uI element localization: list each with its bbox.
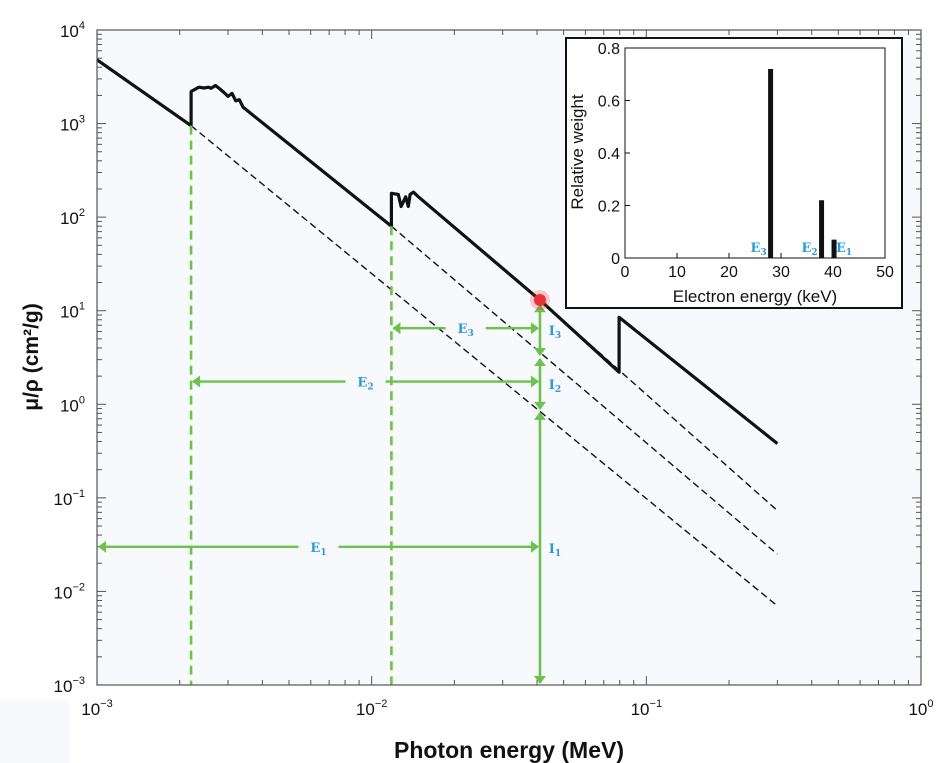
bottom-left-patch	[0, 700, 70, 763]
main-axis-ticks	[96, 30, 921, 686]
inset-x-tick-label: 30	[772, 264, 790, 281]
x-tick-label: 10−1	[631, 698, 662, 719]
photon-energy-marker	[533, 294, 546, 307]
I1-label: I1	[549, 542, 561, 559]
main-axis-labels: 10−3 10−2 10−1 10010−310−210−11001011021031…	[54, 20, 934, 719]
dashed-extrapolation-line-1	[190, 125, 778, 607]
inset-x-tick-label: 50	[876, 264, 894, 281]
I1-arrow-head	[533, 411, 546, 420]
E1-arrow-head	[98, 540, 106, 553]
I2-arrow-head	[533, 358, 546, 367]
x-tick-label: 10−2	[356, 698, 387, 719]
inset-x-tick-label: 10	[668, 264, 686, 281]
inset-box	[565, 37, 903, 309]
x-tick-label: 10−3	[81, 698, 112, 719]
y-tick-label: 102	[60, 207, 85, 228]
inset-x-axis-title: Electron energy (keV)	[673, 287, 837, 306]
y-tick-label: 10−2	[54, 581, 85, 602]
I2-arrow-head	[533, 401, 546, 410]
I3-arrow-head	[533, 348, 546, 357]
E3-arrow-head	[530, 322, 539, 335]
E1-arrow-head	[530, 540, 539, 553]
inset-y-tick-label: 0.4	[598, 146, 620, 163]
inset-plot-frame	[624, 47, 886, 259]
x-axis-title: Photon energy (MeV)	[394, 737, 624, 763]
E3-label: E3	[458, 322, 474, 339]
inset-y-tick-label: 0.6	[598, 94, 620, 111]
y-tick-label: 100	[60, 394, 85, 415]
E2-label: E2	[357, 376, 373, 393]
inset-plot-area: 0 10 20 30 40 50 0 0.2 0.4 0.6 0.8 E3 E2 E1	[598, 41, 894, 281]
inset-x-tick-label: 20	[720, 264, 738, 281]
y-tick-label: 10−1	[54, 488, 85, 509]
edge-annotations: E1 E2 E3 I1 I2 I3	[98, 125, 561, 685]
inset-y-tick-label: 0	[611, 251, 620, 268]
inset-bar-label: E3	[751, 241, 767, 258]
inset-bar	[831, 239, 837, 258]
inset-y-tick-label: 0.2	[598, 199, 620, 216]
inset-bar	[768, 69, 774, 258]
inset-bar-label: E1	[836, 241, 852, 258]
y-tick-label: 10−3	[54, 675, 85, 696]
I2-label: I2	[549, 378, 561, 395]
E2-arrow-head	[530, 375, 539, 388]
attenuation-curve	[96, 58, 779, 445]
y-tick-label: 104	[60, 20, 85, 41]
inset-y-axis-title: Relative weight	[568, 94, 587, 210]
I1-arrow-head	[533, 676, 546, 684]
y-tick-label: 101	[60, 301, 85, 322]
E3-arrow-head	[392, 322, 401, 335]
inset-bar	[819, 200, 825, 258]
I3-label: I3	[549, 324, 561, 341]
dashed-extrapolation-line-2	[390, 225, 778, 555]
y-tick-label: 103	[60, 114, 85, 135]
dashed-extrapolation-line-3	[539, 299, 778, 512]
I3-arrow-head	[533, 304, 546, 313]
inset-bar-label: E2	[801, 241, 817, 258]
y-axis-title: μ/ρ (cm²/g)	[20, 303, 43, 411]
x-tick-label: 100	[908, 698, 933, 719]
E2-arrow-head	[192, 375, 201, 388]
E1-label: E1	[310, 541, 326, 558]
inset-y-tick-label: 0.8	[598, 41, 620, 58]
plot-area-frame	[96, 29, 922, 686]
inset-chart: 0 10 20 30 40 50 0 0.2 0.4 0.6 0.8 E3 E2 E1 Electron …	[565, 37, 903, 309]
main-curves	[96, 58, 779, 607]
inset-x-tick-label: 40	[824, 264, 842, 281]
inset-x-tick-label: 0	[621, 264, 630, 281]
